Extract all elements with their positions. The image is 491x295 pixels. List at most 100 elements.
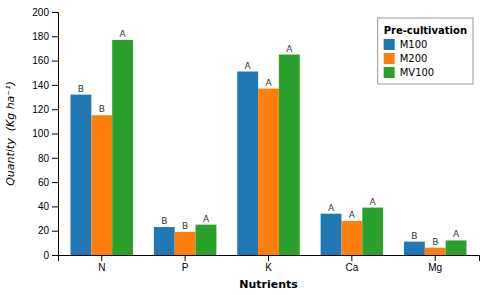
- legend-swatch: [384, 67, 395, 78]
- y-tick: 80: [38, 153, 58, 164]
- y-tick-mark: [52, 158, 58, 159]
- y-tick-mark: [52, 206, 58, 207]
- y-tick-mark: [52, 255, 58, 256]
- bar-annotation: A: [453, 229, 460, 239]
- bar: [446, 240, 467, 255]
- x-tick-mark: [351, 255, 352, 261]
- y-tick-label: 20: [38, 225, 50, 236]
- y-tick: 160: [32, 55, 58, 66]
- legend-frame: [378, 18, 473, 84]
- x-tick-label: Mg: [428, 262, 442, 273]
- y-axis-line: [52, 13, 59, 256]
- x-tick: Mg: [428, 255, 442, 273]
- bars: [71, 40, 467, 255]
- bar-annotation: B: [99, 104, 105, 114]
- bar-series: [91, 89, 445, 255]
- y-axis: 0 20 40 60 80 100 120 140 160 180 200: [32, 7, 58, 261]
- bar-annotation: B: [411, 231, 417, 241]
- bar-annotation: A: [349, 210, 356, 220]
- y-tick-mark: [52, 61, 58, 62]
- legend: Pre-cultivationM100M200MV100: [378, 18, 473, 84]
- bar-annotation: A: [120, 29, 127, 39]
- plot-area: 020406080100120140160180200NPKCaMgBBAABB…: [4, 7, 480, 291]
- y-tick-label: 160: [32, 55, 49, 66]
- x-tick-mark: [268, 255, 269, 261]
- y-tick-label: 140: [32, 80, 49, 91]
- bar-annotation: B: [432, 237, 438, 247]
- x-tick: P: [182, 255, 189, 273]
- y-tick-mark: [52, 36, 58, 37]
- x-tick-mark: [101, 255, 102, 261]
- legend-label: MV100: [400, 67, 435, 78]
- bar-annotation: A: [265, 78, 272, 88]
- bar: [362, 208, 383, 255]
- x-tick: N: [98, 255, 105, 273]
- bar-annotation: B: [78, 84, 84, 94]
- y-tick-mark: [52, 182, 58, 183]
- y-axis-title: Quantity (Kg ha⁻¹): [4, 81, 17, 186]
- x-axis-title: Nutrients: [239, 278, 298, 291]
- y-tick: 40: [38, 201, 58, 212]
- bar-annotation: A: [328, 203, 335, 213]
- bar: [321, 214, 342, 255]
- bar: [258, 89, 279, 255]
- y-tick: 180: [32, 31, 58, 42]
- x-axis-line: [59, 256, 480, 262]
- bar-annotation: A: [286, 44, 293, 54]
- x-tick-mark: [435, 255, 436, 261]
- bar: [112, 40, 133, 255]
- bar-annotation: A: [245, 61, 252, 71]
- y-tick-label: 180: [32, 31, 49, 42]
- y-tick-label: 120: [32, 104, 49, 115]
- y-tick-label: 60: [38, 177, 50, 188]
- bar: [91, 115, 112, 255]
- chart-svg: 020406080100120140160180200NPKCaMgBBAABB…: [0, 0, 491, 295]
- bar-series: [112, 40, 466, 255]
- bar-annotation: B: [182, 221, 188, 231]
- y-tick-mark: [52, 12, 58, 13]
- x-tick-label: K: [265, 262, 272, 273]
- x-tick-label: P: [182, 262, 189, 273]
- legend-swatch: [384, 39, 395, 50]
- x-tick-label: Ca: [345, 262, 358, 273]
- bar: [71, 95, 92, 255]
- bar: [404, 242, 425, 255]
- y-tick: 140: [32, 80, 58, 91]
- legend-swatch: [384, 53, 395, 64]
- x-axis: N P K Ca Mg: [59, 255, 480, 273]
- legend-item: M100: [384, 39, 428, 50]
- bar: [154, 227, 175, 255]
- y-tick: 200: [32, 7, 58, 18]
- legend-item: M200: [384, 53, 428, 64]
- bar: [175, 232, 196, 255]
- y-tick: 60: [38, 177, 58, 188]
- legend-label: M200: [400, 53, 428, 64]
- y-tick: 100: [32, 128, 58, 139]
- y-tick-label: 40: [38, 201, 50, 212]
- y-tick: 20: [38, 225, 58, 236]
- bar-annotation: B: [161, 216, 167, 226]
- y-tick-label: 80: [38, 153, 50, 164]
- y-tick-mark: [52, 109, 58, 110]
- x-tick-mark: [185, 255, 186, 261]
- bar: [196, 225, 217, 255]
- x-tick-label: N: [98, 262, 105, 273]
- bar: [425, 248, 446, 255]
- y-tick-label: 0: [43, 250, 49, 261]
- annotations: B B A A B B B A A B A A A A A: [78, 29, 460, 247]
- bar: [237, 72, 258, 255]
- y-tick-mark: [52, 134, 58, 135]
- y-tick-mark: [52, 85, 58, 86]
- legend-item: MV100: [384, 67, 435, 78]
- y-tick-mark: [52, 231, 58, 232]
- legend-label: M100: [400, 39, 428, 50]
- y-tick-label: 100: [32, 128, 49, 139]
- bar-annotation: A: [370, 197, 377, 207]
- bar-annotation: A: [203, 214, 210, 224]
- y-tick-label: 200: [32, 7, 49, 18]
- bar: [279, 55, 300, 255]
- y-tick: 120: [32, 104, 58, 115]
- x-tick: K: [265, 255, 272, 273]
- y-tick: 0: [43, 250, 58, 261]
- bar: [341, 221, 362, 255]
